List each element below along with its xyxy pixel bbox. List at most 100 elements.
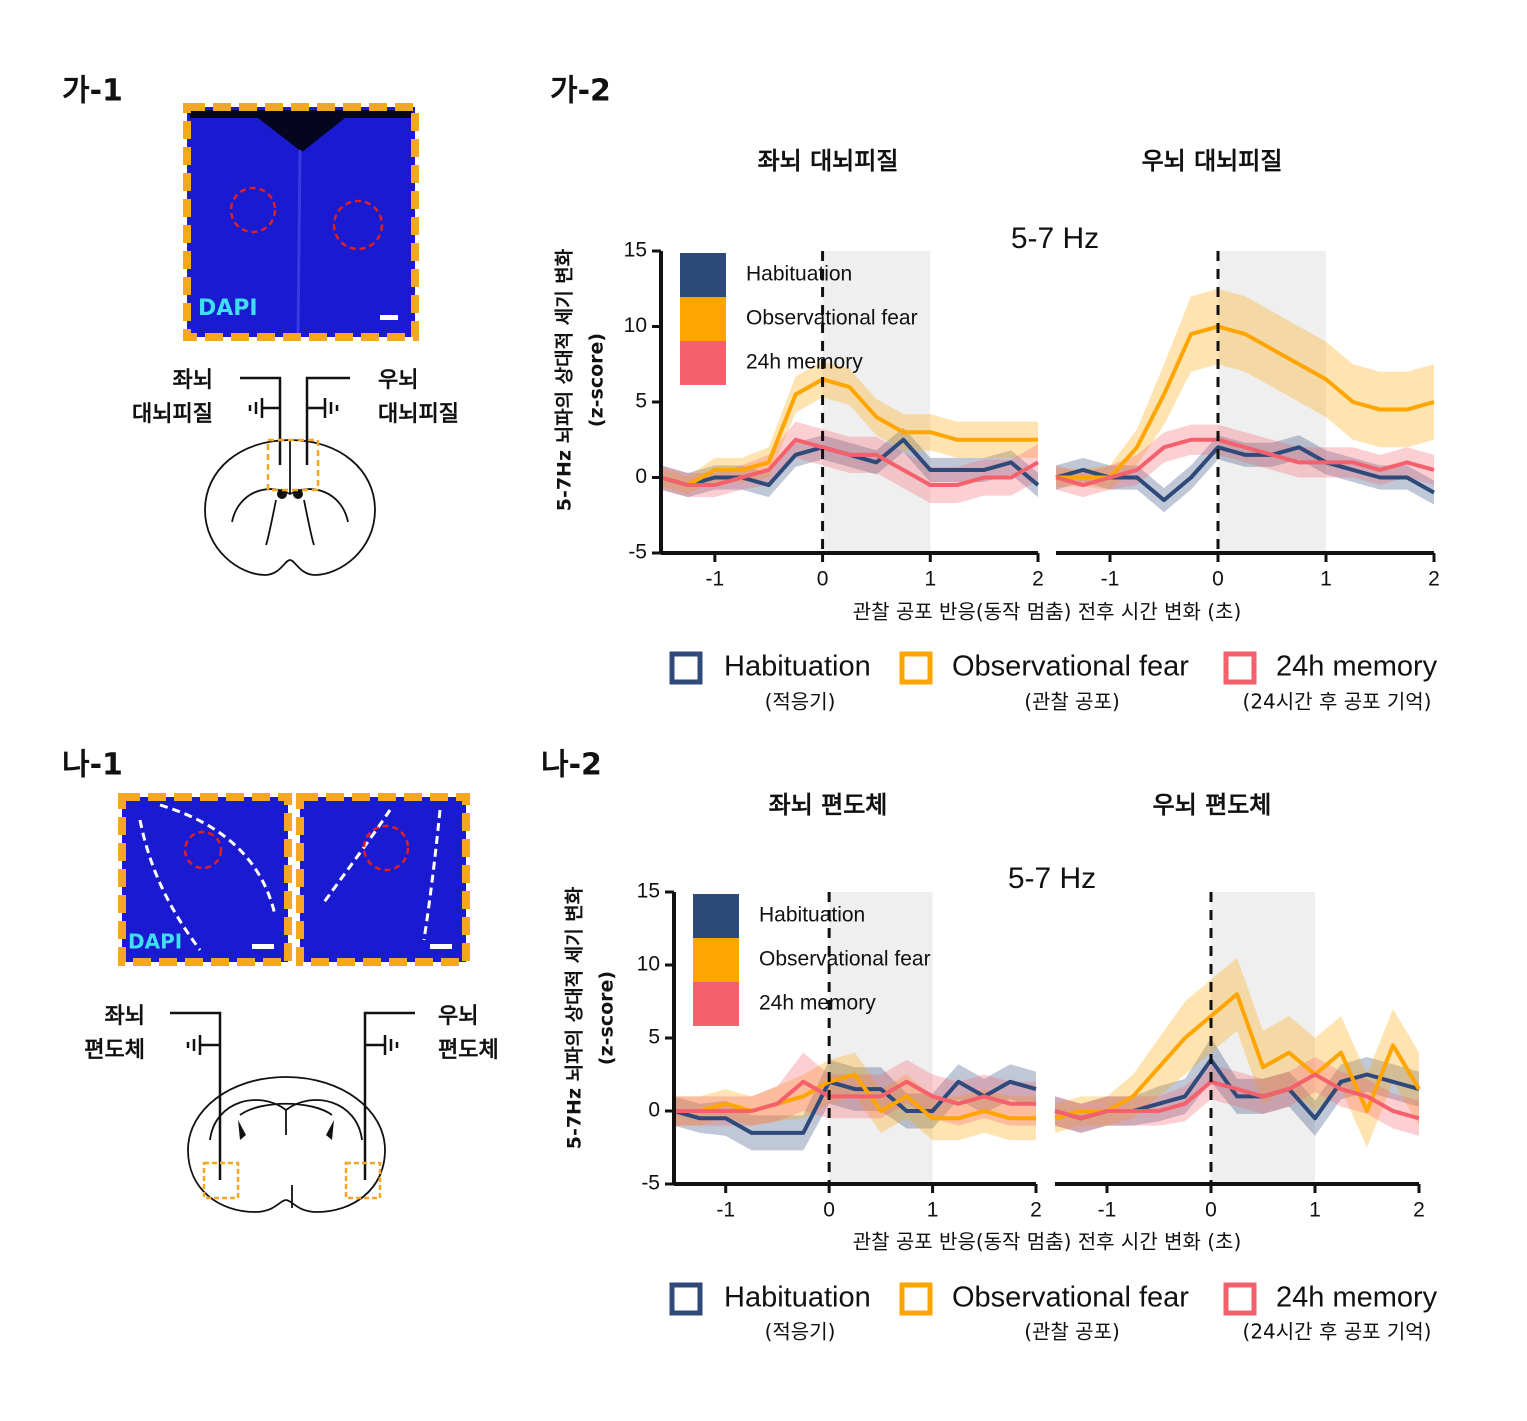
diagram-label: 편도체	[438, 1038, 499, 1063]
legend-label: Observational fear	[952, 1282, 1189, 1314]
legend-swatch	[680, 297, 726, 341]
y-tick-label: 15	[624, 239, 647, 262]
panel-label: 가-2	[550, 74, 611, 109]
x-tick-label: 0	[1212, 568, 1224, 591]
legend-label: Habituation	[724, 1282, 871, 1314]
band-label: 5-7 Hz	[1008, 862, 1096, 895]
legend-swatch	[693, 894, 739, 938]
legend-swatch	[680, 253, 726, 297]
chart-title: 좌뇌 편도체	[769, 791, 888, 819]
diagram-label: 대뇌피질	[378, 402, 459, 427]
error-band	[661, 361, 1038, 495]
chart-title: 우뇌 편도체	[1153, 791, 1272, 819]
legend-swatch	[693, 982, 739, 1026]
x-tick-label: 1	[1309, 1199, 1321, 1222]
stain-label: DAPI	[198, 296, 258, 321]
y-tick-label: 15	[637, 880, 660, 903]
y-tick-label: 10	[637, 953, 660, 976]
error-band	[1056, 435, 1434, 513]
x-tick-label: 0	[823, 1199, 835, 1222]
legend-swatch	[680, 341, 726, 385]
series-line	[1054, 1072, 1420, 1121]
legend-label: Observational fear	[952, 651, 1189, 683]
legend-note: (24시간 후 공포 기억)	[1243, 1320, 1432, 1344]
dapi-image	[118, 793, 470, 966]
series-line	[1055, 437, 1435, 488]
highlight-span	[1211, 892, 1315, 1184]
series-line	[674, 1079, 1036, 1113]
diagram-label: 편도체	[84, 1038, 145, 1063]
x-tick-label: -1	[706, 568, 725, 591]
error-band	[674, 1059, 1036, 1151]
legend-label: 24h memory	[1276, 1282, 1438, 1314]
legend-swatch	[1223, 1282, 1257, 1316]
y-tick-label: 0	[648, 1099, 660, 1122]
panel-label: 가-1	[62, 74, 123, 109]
y-axis-unit: (z-score)	[596, 971, 618, 1065]
x-tick-label: 1	[1320, 568, 1332, 591]
legend-note: (적응기)	[765, 690, 836, 714]
x-tick-label: -1	[716, 1199, 735, 1222]
y-tick-label: 10	[624, 314, 647, 337]
legend-swatch	[899, 651, 933, 685]
legend-label: Habituation	[724, 651, 871, 683]
brain-diagram	[204, 376, 376, 576]
x-tick-label: 0	[817, 568, 829, 591]
legend-label: 24h memory	[746, 351, 863, 374]
diagram-label: 우뇌	[438, 1004, 478, 1029]
x-tick-label: 0	[1205, 1199, 1217, 1222]
x-tick-label: -1	[1101, 568, 1120, 591]
legend-label: Observational fear	[759, 948, 931, 971]
x-axis-label: 관찰 공포 반응(동작 멈춤) 전후 시간 변화 (초)	[853, 600, 1242, 624]
diagram-label: 대뇌피질	[132, 402, 213, 427]
series-line	[1055, 445, 1435, 503]
series-line	[660, 377, 1038, 488]
chart-title: 좌뇌 대뇌피질	[758, 147, 899, 175]
highlight-span	[829, 892, 933, 1184]
panel-label: 나-2	[541, 748, 602, 783]
highlight-span	[822, 251, 931, 553]
legend-note: (관찰 공포)	[1024, 690, 1120, 714]
x-tick-label: 2	[1032, 568, 1044, 591]
x-tick-label: -1	[1098, 1199, 1117, 1222]
x-tick-label: 2	[1030, 1199, 1042, 1222]
brain-diagram	[170, 1011, 415, 1213]
y-tick-label: -5	[641, 1172, 660, 1195]
panel-label: 나-1	[62, 748, 123, 783]
error-band	[1056, 288, 1434, 490]
series-line	[1054, 992, 1421, 1121]
legend-swatch	[693, 938, 739, 982]
legend-note: (관찰 공포)	[1024, 1320, 1120, 1344]
y-axis-label: 5-7Hz 뇌파의 상대적 세기 변화	[554, 248, 576, 511]
diagram-label: 우뇌	[378, 368, 418, 393]
y-axis-unit: (z-score)	[586, 333, 608, 427]
diagram-label: 좌뇌	[173, 368, 213, 393]
legend-swatch	[899, 1282, 933, 1316]
series-line	[674, 1072, 1036, 1121]
legend-swatch	[669, 651, 703, 685]
y-tick-label: -5	[628, 541, 647, 564]
series-line	[660, 437, 1039, 488]
legend-label: Observational fear	[746, 307, 918, 330]
legend-note: (24시간 후 공포 기억)	[1243, 690, 1432, 714]
series-line	[1056, 324, 1435, 480]
legend-label: 24h memory	[759, 992, 876, 1015]
diagram-label: 좌뇌	[105, 1004, 145, 1029]
y-tick-label: 0	[635, 465, 647, 488]
series-line	[673, 1079, 1037, 1135]
error-band	[1056, 424, 1434, 498]
legend-label: Habituation	[759, 904, 865, 927]
x-tick-label: 1	[927, 1199, 939, 1222]
x-tick-label: 1	[924, 568, 936, 591]
x-tick-label: 2	[1428, 568, 1440, 591]
dapi-image	[183, 103, 419, 341]
error-band	[1055, 957, 1419, 1148]
legend-swatch	[1223, 651, 1257, 685]
x-tick-label: 2	[1413, 1199, 1425, 1222]
legend-label: Habituation	[746, 263, 852, 286]
y-axis-label: 5-7Hz 뇌파의 상대적 세기 변화	[564, 886, 586, 1149]
x-axis-label: 관찰 공포 반응(동작 멈춤) 전후 시간 변화 (초)	[853, 1230, 1242, 1254]
stain-label: DAPI	[128, 930, 182, 954]
legend-note: (적응기)	[765, 1320, 836, 1344]
